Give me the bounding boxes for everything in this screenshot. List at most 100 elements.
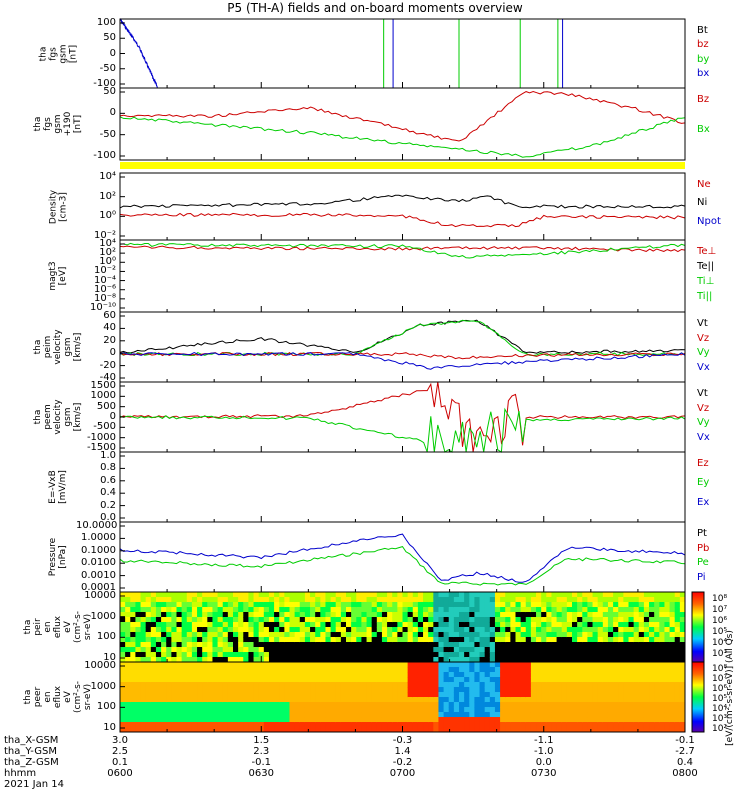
eph-label-3: hhmm: [4, 768, 37, 779]
series-peim-velocity-vy: [119, 319, 686, 357]
series-fgs-recent-bz: [119, 90, 686, 142]
legend-pressure-Pe: Pe: [697, 557, 709, 568]
ytick-peer-eflux-3: 10: [103, 722, 116, 733]
ytick-temperature-7: 10⁻¹⁰: [89, 302, 116, 313]
ytick-peer-eflux-0: 10000: [84, 660, 116, 671]
cb-upper-tick-5: 10³: [712, 649, 728, 659]
colorbar-lower: [691, 661, 705, 733]
ytick-pressure-2: 0.1000: [81, 544, 116, 556]
ytick-peem-velocity-6: -1500: [86, 442, 116, 453]
legend-peem-velocity-Vx: Vx: [697, 431, 710, 443]
legend-pressure-Pi: Pi: [697, 571, 706, 583]
ytick-pressure-1: 1.0000: [81, 532, 116, 544]
ytick-efield-4: 0.2: [100, 499, 116, 511]
cb-upper-tick-2: 10⁶: [712, 616, 728, 626]
legend-density-Ni: Ni: [697, 197, 708, 209]
cb-upper-tick-0: 10⁸: [712, 594, 728, 604]
legend-peim-velocity-Vy: Vy: [697, 347, 710, 358]
ytick-fgs-0: 100: [96, 17, 116, 28]
eph-label-4: 2021 Jan 14: [4, 779, 64, 790]
ytick-peem-velocity-4: -500: [93, 421, 116, 433]
ylabel-efield: E=-VxB [mV/m]: [48, 470, 68, 504]
legend-efield-Ex: Ex: [697, 496, 710, 508]
series-density-ni: [119, 194, 686, 209]
ytick-peir-eflux-1: 1000: [90, 610, 116, 622]
eph-t-3: 0730: [531, 768, 557, 779]
series-peim-velocity-vx: [119, 352, 686, 370]
legend-density-Ne: Ne: [697, 179, 711, 190]
ylabel-peim-velocity: tha peim velocity gsm [km/s]: [33, 329, 83, 365]
series-fgs-recent-bx: [119, 116, 686, 158]
cb-lower-tick-3: 10⁵: [712, 694, 728, 704]
legend-temperature-Ti⊥: Ti⊥: [697, 276, 715, 287]
legend-temperature-Ti||: Ti||: [697, 291, 713, 302]
ytick-temperature-6: 10⁻⁸: [93, 292, 116, 304]
ylabel-peem-velocity: tha peem velocity gsm [km/s]: [33, 399, 83, 435]
eph-y-4: -2.7: [675, 746, 695, 757]
ytick-temperature-5: 10⁻⁶: [93, 283, 116, 295]
ytick-peir-eflux-3: 10: [103, 652, 116, 663]
series-peem-velocity-vz: [119, 381, 686, 453]
panel-frame-density: [119, 172, 686, 241]
cb-upper-tick-4: 10⁴: [712, 638, 728, 648]
ytick-peer-eflux-2: 100: [96, 701, 116, 713]
ylabel-peer-eflux: tha peer en eflux eV (cm²-s- sr-eV): [23, 680, 93, 714]
eph-y-2: 1.4: [394, 746, 411, 757]
series-pressure-pi: [119, 533, 686, 583]
ytick-peir-eflux-2: 100: [96, 631, 116, 643]
cb-upper-tick-3: 10⁵: [712, 627, 728, 637]
ytick-peim-velocity-2: 20: [103, 334, 116, 346]
series-peem-velocity-vy: [119, 407, 686, 453]
panel-frame-pressure: [119, 521, 686, 593]
ytick-temperature-1: 10²: [99, 247, 116, 259]
panel-frame-peim-velocity: [119, 311, 686, 383]
panel-frame-temperature: [119, 239, 686, 313]
legend-fgs-by: by: [697, 53, 710, 65]
series-temperature-tex: [119, 245, 686, 253]
legend-peim-velocity-Vt: Vt: [697, 318, 708, 329]
ytick-fgs-3: -50: [99, 62, 116, 74]
legend-peem-velocity-Vy: Vy: [697, 417, 710, 428]
eph-z-3: 0.0: [535, 757, 552, 768]
eph-x-2: -0.3: [392, 735, 413, 746]
ytick-peem-velocity-0: 1500: [90, 380, 116, 391]
legend-peem-velocity-Vz: Vz: [697, 402, 710, 414]
ytick-efield-0: 1.0: [100, 450, 116, 461]
ytick-pressure-0: 10.0000: [76, 520, 118, 531]
series-density-ne: [119, 212, 686, 228]
legend-peem-velocity-Vt: Vt: [697, 388, 708, 399]
ylabel-peir-eflux: tha peir en eflux eV (cm²-s- sr-eV): [23, 610, 93, 644]
ylabel-density: Density [cm-3]: [48, 189, 68, 224]
legend-temperature-Te||: Te||: [697, 261, 715, 272]
legend-pressure-Pb: Pb: [697, 542, 710, 554]
quality-flag-bar: [120, 162, 685, 169]
colorbar-label: [eV/(cm²-s-sr-eV)] (All Qs): [723, 588, 737, 788]
cb-lower-tick-2: 10⁶: [712, 684, 728, 694]
ytick-pressure-4: 0.0010: [81, 569, 116, 581]
ytick-fgs-recent-3: -100: [93, 150, 116, 161]
ytick-peem-velocity-5: -1000: [86, 431, 116, 443]
legend-peim-velocity-Vz: Vz: [697, 332, 710, 344]
colorbar-upper: [691, 591, 705, 663]
ytick-efield-3: 0.4: [100, 487, 116, 499]
ytick-peir-eflux-0: 10000: [84, 590, 116, 601]
ytick-pressure-3: 0.0100: [81, 557, 116, 569]
series-temperature-tix: [119, 242, 686, 259]
ytick-peim-velocity-3: 0: [109, 347, 116, 359]
ytick-fgs-2: 0: [109, 47, 116, 59]
panel-frame-efield: [119, 451, 686, 523]
legend-temperature-Te⊥: Te⊥: [697, 246, 717, 257]
ytick-temperature-2: 10⁰: [99, 256, 116, 268]
panel-frame-fgs: [119, 18, 686, 89]
eph-z-1: -0.1: [251, 757, 271, 768]
eph-y-0: 2.5: [112, 746, 128, 757]
ytick-peem-velocity-1: 1000: [90, 390, 116, 402]
ytick-peem-velocity-2: 500: [96, 400, 116, 412]
cb-lower-tick-6: 10²: [712, 724, 728, 734]
eph-t-2: 0700: [389, 768, 416, 779]
ytick-pressure-5: 0.0001: [81, 582, 116, 593]
eph-label-2: tha_Z-GSM: [4, 757, 59, 768]
ytick-fgs-recent-1: 0: [109, 107, 116, 119]
